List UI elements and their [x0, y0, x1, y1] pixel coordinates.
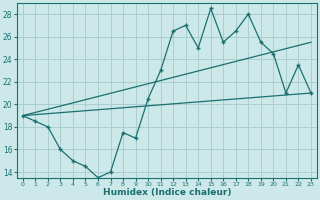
X-axis label: Humidex (Indice chaleur): Humidex (Indice chaleur) — [103, 188, 231, 197]
